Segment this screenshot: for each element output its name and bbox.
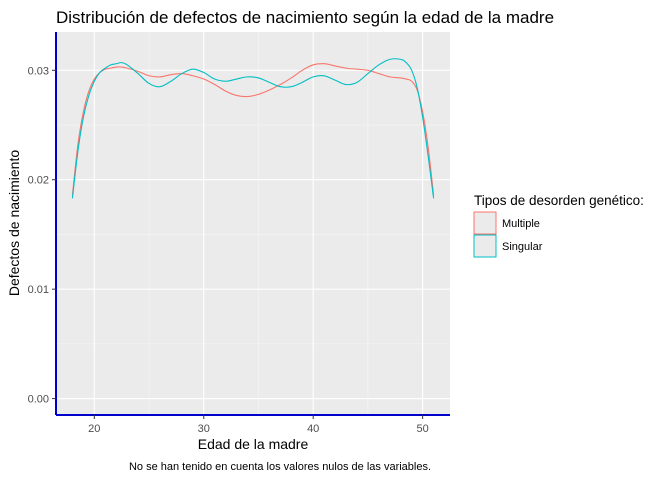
plot-panel xyxy=(56,32,450,415)
legend-label-singular: Singular xyxy=(502,241,543,253)
series-layer xyxy=(71,58,435,199)
grid-minor xyxy=(56,32,450,415)
y-tick-label: 0.00 xyxy=(28,394,49,406)
x-tick-label: 50 xyxy=(417,423,429,435)
x-axis-ticks: 20 30 40 50 xyxy=(88,415,429,435)
grid-major xyxy=(56,32,450,415)
series-line-multiple xyxy=(71,63,435,196)
series-line-singular xyxy=(71,58,435,199)
x-axis-title: Edad de la madre xyxy=(198,436,309,452)
x-tick-label: 40 xyxy=(307,423,319,435)
legend: Tipos de desorden genético: Multiple Sing… xyxy=(473,193,644,258)
legend-label-multiple: Multiple xyxy=(502,218,540,230)
x-tick-label: 20 xyxy=(88,423,100,435)
legend-items: Multiple Singular xyxy=(473,211,543,258)
chart-caption: No se han tenido en cuenta los valores n… xyxy=(129,461,431,473)
chart-title: Distribución de defectos de nacimiento s… xyxy=(56,8,554,27)
y-axis-ticks: 0.00 0.01 0.02 0.03 xyxy=(28,65,56,406)
y-axis-title: Defectos de nacimiento xyxy=(6,150,22,297)
y-tick-label: 0.01 xyxy=(28,284,49,296)
legend-key-singular xyxy=(473,234,497,258)
y-tick-label: 0.02 xyxy=(28,175,49,187)
legend-title: Tipos de desorden genético: xyxy=(474,193,644,208)
y-tick-label: 0.03 xyxy=(28,65,49,77)
legend-key-multiple xyxy=(473,211,497,235)
x-tick-label: 30 xyxy=(198,423,210,435)
